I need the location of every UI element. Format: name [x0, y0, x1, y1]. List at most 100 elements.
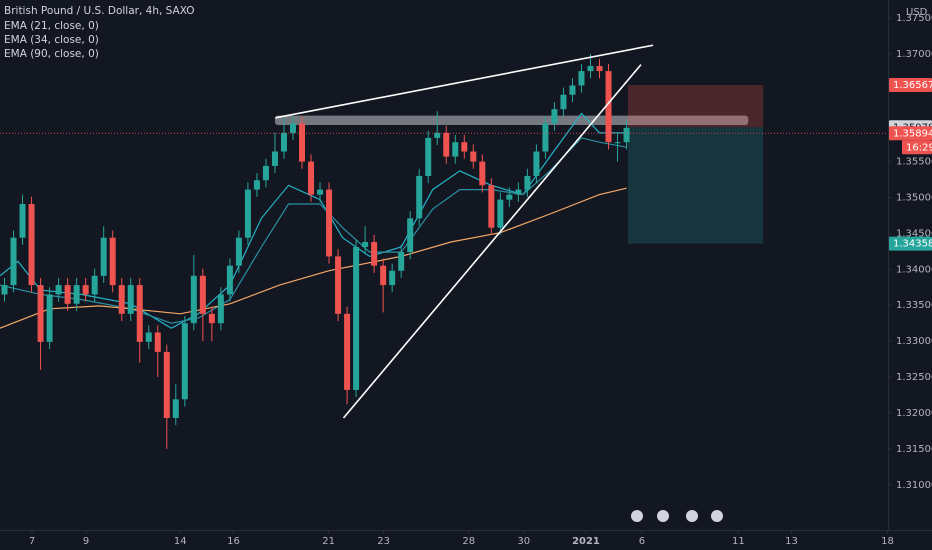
chart-title: British Pound / U.S. Dollar, 4h, SAXO	[4, 5, 194, 17]
candle-body	[19, 203, 26, 238]
candle-body	[371, 242, 378, 266]
candle-body	[109, 237, 116, 286]
candle-body	[344, 313, 351, 390]
axes: 1.37500 1.37000 1.35500 1.35000 1.34500 1.340…	[29, 13, 932, 547]
y-tick-label: 1.37000	[896, 49, 932, 60]
candle-body	[542, 123, 549, 152]
candle-body	[623, 127, 630, 143]
candle-body	[289, 123, 296, 133]
target-zone	[627, 127, 764, 244]
candle-body	[1, 285, 8, 295]
price-tag-label: 1.35894	[893, 128, 932, 139]
candle-body	[380, 265, 387, 286]
candle-body	[416, 175, 423, 219]
candle-body	[587, 66, 594, 72]
candle-body	[308, 161, 315, 195]
candle-body	[425, 137, 432, 176]
candle-body	[199, 275, 206, 314]
candle-body	[154, 332, 161, 352]
candle-body	[64, 285, 71, 304]
currency-label: USD	[906, 7, 928, 18]
candle-body	[181, 323, 188, 400]
price-tag	[889, 77, 932, 92]
trendline	[342, 64, 642, 419]
x-tick-label: 21	[322, 536, 335, 547]
y-tick-label: 1.34000	[896, 264, 932, 275]
candle-body	[335, 256, 342, 314]
x-tick-label: 11	[732, 536, 745, 547]
x-tick-label: 2021	[572, 536, 600, 547]
candle-body	[398, 252, 405, 271]
x-tick-label: 6	[639, 536, 645, 547]
candle-body	[262, 165, 269, 181]
event-icon[interactable]	[686, 510, 698, 522]
countdown-label: 16:29	[906, 142, 932, 153]
event-icon[interactable]	[657, 510, 669, 522]
resistance-zone	[274, 115, 749, 125]
candle-body	[614, 142, 621, 144]
candle-body	[353, 247, 360, 390]
plot-area	[0, 44, 888, 449]
event-icon[interactable]	[631, 510, 643, 522]
candle-body	[136, 285, 143, 342]
price-tag	[889, 126, 932, 141]
price-tag	[889, 236, 932, 251]
candle-body	[190, 275, 197, 324]
candle-body	[479, 161, 486, 186]
candle-body	[470, 151, 477, 162]
candle-body	[605, 71, 612, 143]
candle-body	[127, 285, 134, 314]
candle-body	[452, 142, 459, 157]
legend: British Pound / U.S. Dollar, 4h, SAXO EM…	[4, 5, 194, 60]
y-tick-label: 1.32500	[896, 372, 932, 383]
candle-body	[55, 285, 62, 295]
x-tick-label: 28	[462, 536, 475, 547]
candle-body	[208, 313, 215, 324]
x-tick-label: 16	[227, 536, 240, 547]
candle-body	[578, 71, 585, 86]
candle-body	[407, 218, 414, 253]
stop-zone	[627, 84, 764, 128]
candle-body	[506, 194, 513, 200]
y-tick-label: 1.35000	[896, 192, 932, 203]
candle-body	[596, 66, 603, 72]
candle-body	[37, 285, 44, 342]
legend-entry: EMA (90, close, 0)	[4, 48, 99, 60]
event-icons	[631, 510, 723, 522]
trendline	[275, 44, 654, 119]
candle-body	[434, 132, 441, 138]
x-tick-label: 7	[29, 536, 35, 547]
legend-entry: EMA (34, close, 0)	[4, 34, 99, 46]
candle-body	[443, 132, 450, 157]
candle-body	[163, 351, 170, 418]
y-tick-label: 1.33500	[896, 300, 932, 311]
candle-body	[524, 175, 531, 190]
candle-body	[280, 132, 287, 152]
candle-body	[497, 199, 504, 228]
candle-body	[488, 185, 495, 228]
candle-body	[10, 237, 17, 286]
candle-body	[91, 275, 98, 295]
candle-body	[271, 151, 278, 166]
candle-body	[244, 189, 251, 238]
ema-line	[0, 187, 627, 329]
ema-line	[0, 137, 627, 324]
countdown-tag	[902, 140, 932, 155]
candle-body	[118, 285, 125, 314]
x-tick-label: 23	[377, 536, 390, 547]
candle-body	[533, 151, 540, 176]
candle-body	[326, 189, 333, 257]
candle-body	[317, 189, 324, 195]
candle-body	[253, 180, 260, 190]
x-tick-label: 13	[785, 536, 798, 547]
event-icon[interactable]	[711, 510, 723, 522]
candle-body	[299, 123, 306, 162]
y-tick-label: 1.35500	[896, 157, 932, 168]
candle-body	[28, 203, 35, 286]
candle-body	[235, 237, 242, 266]
candle-body	[515, 189, 522, 195]
candle-body	[172, 399, 179, 418]
